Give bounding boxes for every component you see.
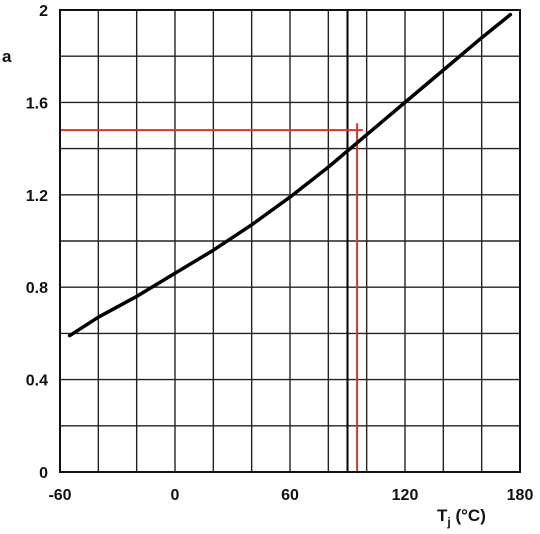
x-tick-label: 60 <box>281 487 299 504</box>
y-tick-label: 1.6 <box>26 95 48 112</box>
x-tick-label: -60 <box>48 487 71 504</box>
x-axis-label-main: T <box>437 506 448 525</box>
y-tick-label: 0 <box>39 465 48 482</box>
x-axis-label-subscript: j <box>446 515 450 529</box>
plot-frame <box>59 9 521 473</box>
x-tick-label: 0 <box>171 487 180 504</box>
y-tick-label: 2 <box>39 3 48 20</box>
x-tick-label: 120 <box>392 487 419 504</box>
x-axis-label-unit: (°C) <box>451 506 486 525</box>
annotation-lines <box>60 10 363 472</box>
x-axis-label: Tj (°C) <box>437 506 486 529</box>
y-tick-label: 1.2 <box>26 188 48 205</box>
y-tick-label: 0.4 <box>26 373 48 390</box>
y-axis-label: a <box>2 47 12 66</box>
series-line <box>67 12 513 338</box>
y-tick-label: 0.8 <box>26 280 48 297</box>
series <box>67 12 513 338</box>
grid <box>60 10 520 472</box>
x-tick-label: 180 <box>507 487 534 504</box>
